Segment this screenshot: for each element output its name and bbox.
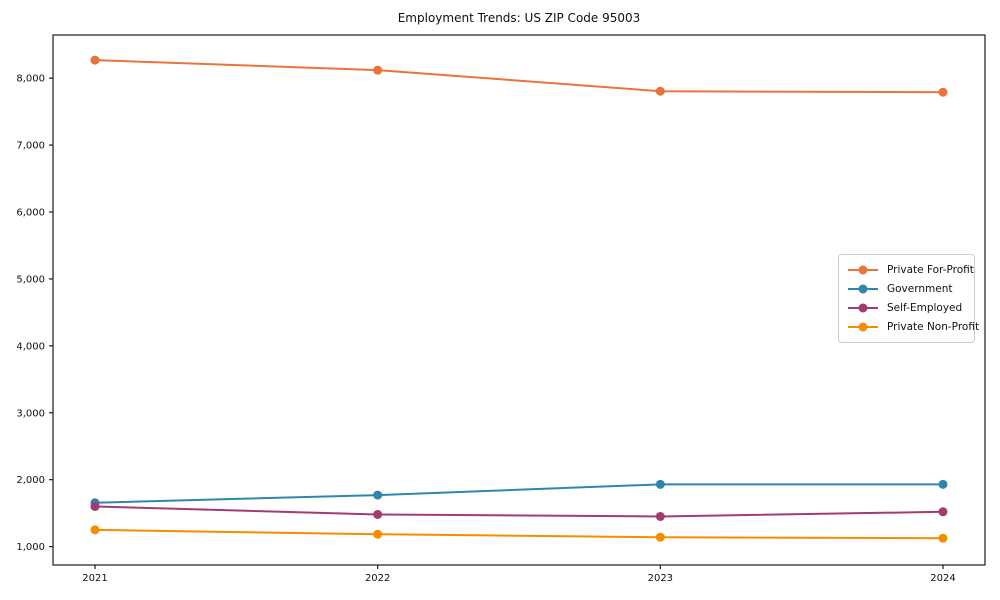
legend-line-marker-icon bbox=[848, 284, 878, 294]
series-lines bbox=[94, 59, 944, 540]
y-axis-ticks: 1,000 2,000 3,000 4,000 5,000 6,000 7,000 8,000 bbox=[16, 74, 53, 553]
y-tick-label: 6,000 bbox=[16, 208, 45, 219]
legend-line-marker-icon bbox=[848, 303, 878, 313]
data-point-marker bbox=[90, 525, 100, 535]
x-axis-ticks: 2021 2022 2023 2024 bbox=[82, 565, 956, 584]
legend-label: Government bbox=[887, 283, 953, 296]
series-line bbox=[94, 59, 944, 94]
y-tick-label: 3,000 bbox=[16, 408, 45, 419]
y-tick-label: 8,000 bbox=[16, 74, 45, 85]
chart-title: Employment Trends: US ZIP Code 95003 bbox=[397, 11, 641, 25]
data-point-marker bbox=[938, 479, 948, 489]
legend-label: Self-Employed bbox=[887, 301, 963, 314]
axes-frame bbox=[52, 34, 986, 566]
y-tick-label: 4,000 bbox=[16, 341, 45, 352]
legend-item: Private Non-Profit bbox=[845, 317, 979, 336]
data-point-marker bbox=[655, 532, 665, 542]
legend: Private For-Profit Government Self-Employe… bbox=[838, 254, 979, 343]
series-markers bbox=[90, 55, 948, 543]
y-tick-label: 1,000 bbox=[16, 542, 45, 553]
data-point-marker bbox=[655, 511, 665, 521]
legend-label: Private Non-Profit bbox=[887, 320, 980, 333]
y-tick-label: 5,000 bbox=[16, 274, 45, 285]
legend-line-marker-icon bbox=[848, 265, 878, 275]
plot-border bbox=[52, 34, 986, 566]
series-line bbox=[94, 505, 944, 518]
series-line bbox=[94, 528, 944, 540]
data-point-marker bbox=[373, 529, 383, 539]
data-point-marker bbox=[938, 507, 948, 517]
data-point-marker bbox=[373, 509, 383, 519]
y-tick-label: 7,000 bbox=[16, 141, 45, 152]
data-point-marker bbox=[938, 87, 948, 97]
data-point-marker bbox=[655, 479, 665, 489]
series-line bbox=[94, 483, 944, 504]
y-tick-label: 2,000 bbox=[16, 475, 45, 486]
x-tick-label: 2023 bbox=[648, 573, 673, 584]
legend-item: Self-Employed bbox=[845, 299, 968, 318]
legend-label: Private For-Profit bbox=[887, 264, 974, 277]
data-point-marker bbox=[90, 55, 100, 65]
x-tick-label: 2021 bbox=[82, 573, 107, 584]
data-point-marker bbox=[655, 86, 665, 96]
data-point-marker bbox=[90, 501, 100, 511]
data-point-marker bbox=[373, 65, 383, 75]
data-point-marker bbox=[938, 533, 948, 543]
x-tick-label: 2024 bbox=[930, 573, 955, 584]
x-tick-label: 2022 bbox=[365, 573, 390, 584]
legend-item: Private For-Profit bbox=[845, 261, 974, 280]
data-point-marker bbox=[373, 490, 383, 500]
legend-item: Government bbox=[845, 280, 968, 299]
legend-line-marker-icon bbox=[848, 322, 878, 332]
